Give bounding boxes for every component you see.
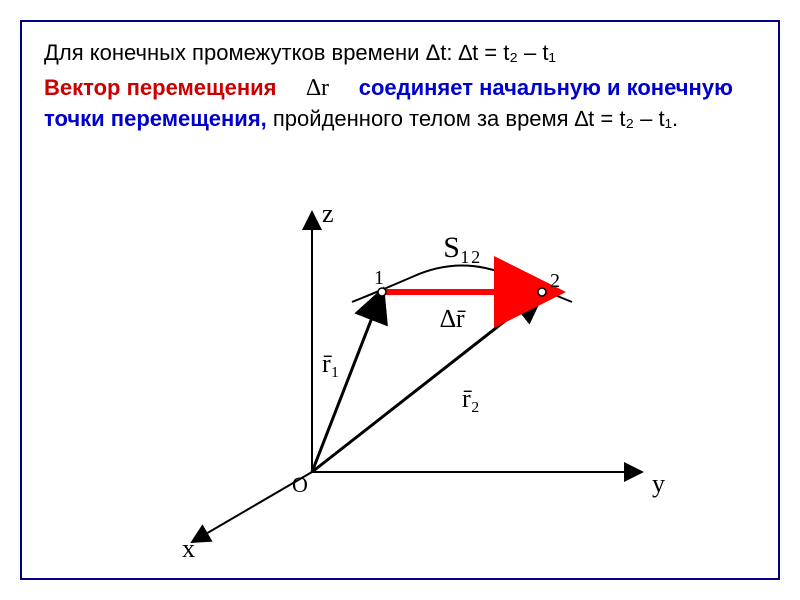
line1: Для конечных промежутков времени Δt: ∆t … xyxy=(44,40,756,66)
svg-text:1: 1 xyxy=(374,267,384,289)
svg-text:y: y xyxy=(652,469,665,498)
svg-text:О: О xyxy=(292,472,308,497)
diagram: z y x О S₁₂ r̄₁ r̄₂ ∆r̄ 1 2 xyxy=(162,182,722,562)
svg-text:2: 2 xyxy=(550,270,560,292)
tail-phrase: пройденного телом за время ∆t = t₂ – t₁. xyxy=(267,106,678,131)
vector-term: Вектор перемещения xyxy=(44,75,276,100)
dr-symbol: ∆r xyxy=(283,72,353,104)
svg-text:z: z xyxy=(322,199,334,228)
text-block: Для конечных промежутков времени Δt: ∆t … xyxy=(22,22,778,134)
svg-text:r̄₁: r̄₁ xyxy=(322,349,340,378)
line2: Вектор перемещения ∆r соединяет начальну… xyxy=(44,72,756,134)
svg-text:x: x xyxy=(182,534,195,563)
svg-text:∆r̄: ∆r̄ xyxy=(440,304,466,333)
slide-frame: Для конечных промежутков времени Δt: ∆t … xyxy=(20,20,780,580)
diagram-svg: z y x О S₁₂ r̄₁ r̄₂ ∆r̄ 1 2 xyxy=(162,182,722,562)
svg-text:r̄₂: r̄₂ xyxy=(462,384,480,413)
svg-text:S₁₂: S₁₂ xyxy=(443,231,481,264)
